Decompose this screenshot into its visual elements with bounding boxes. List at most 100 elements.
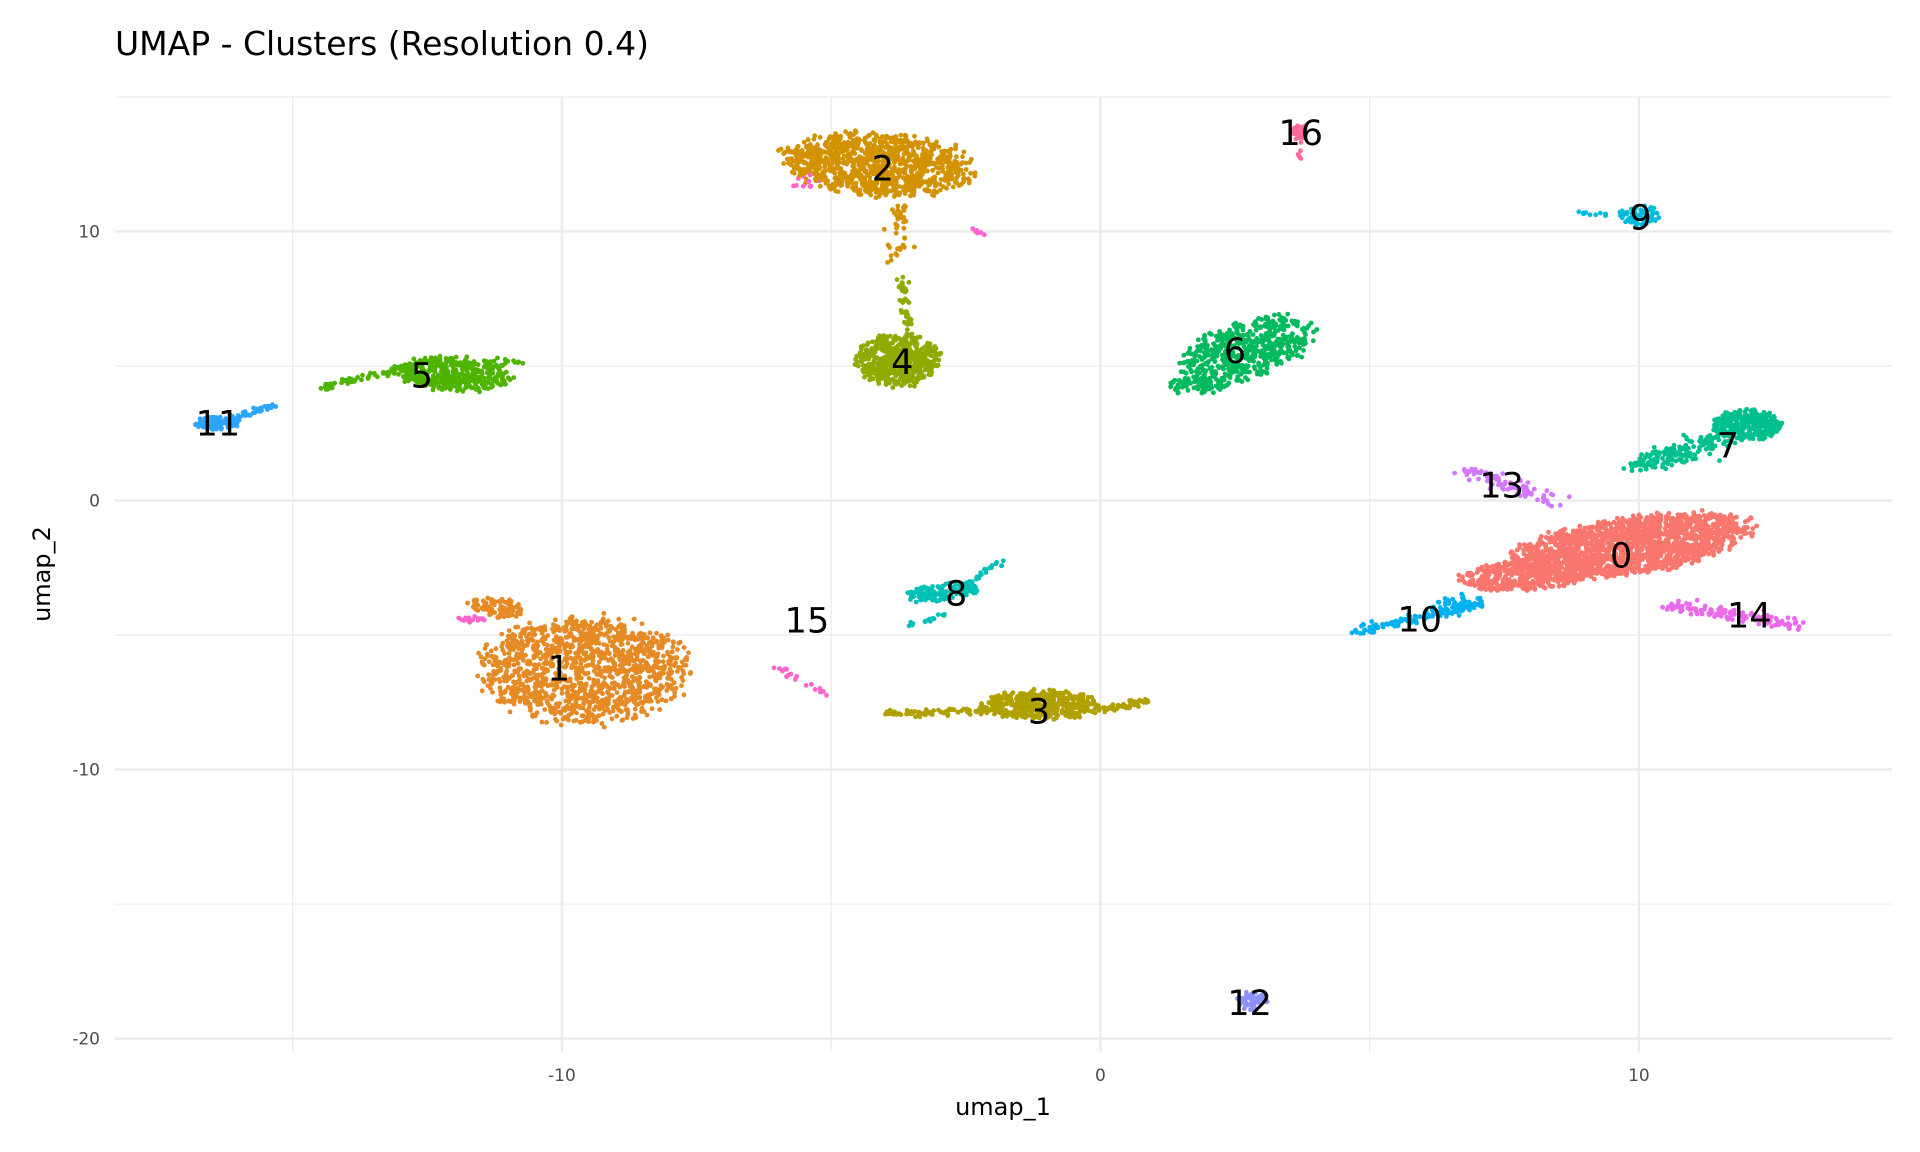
cell-point-cluster-1: [657, 707, 663, 712]
cell-point-cluster-4: [912, 383, 917, 389]
cell-point-cluster-3: [955, 709, 961, 715]
cell-point-cluster-5: [511, 375, 517, 380]
cell-point-cluster-6: [1273, 323, 1279, 329]
cell-point-cluster-1: [681, 645, 687, 650]
cell-point-cluster-14: [1702, 603, 1708, 609]
cell-point-cluster-6: [1263, 316, 1269, 322]
cell-point-cluster-6: [1259, 368, 1265, 374]
cell-point-cluster-1: [637, 695, 643, 700]
cell-point-cluster-2: [819, 177, 825, 183]
cell-point-cluster-2: [912, 133, 917, 139]
cell-point-cluster-13: [1557, 502, 1563, 508]
cell-point-cluster-1: [545, 633, 551, 638]
cell-point-cluster-5: [359, 377, 364, 383]
cell-point-cluster-1: [586, 675, 592, 681]
cell-point-cluster-0: [1639, 545, 1644, 551]
cell-point-cluster-1: [526, 661, 532, 667]
cell-point-cluster-1: [607, 638, 613, 644]
cell-point-cluster-1: [499, 631, 505, 637]
cell-point-cluster-1: [539, 719, 545, 725]
cell-point-cluster-1: [516, 673, 522, 679]
cell-point-cluster-4: [907, 383, 913, 389]
cell-point-cluster-1: [544, 720, 549, 725]
cell-point-cluster-6: [1209, 365, 1215, 370]
cell-point-cluster-8: [930, 584, 935, 589]
cell-point-cluster-1: [681, 692, 687, 698]
cell-point-cluster-2: [908, 163, 914, 169]
cell-point-cluster-3: [1127, 698, 1132, 704]
cell-point-cluster-7: [1660, 464, 1665, 470]
cell-point-cluster-15: [973, 228, 978, 234]
cell-point-cluster-6: [1243, 375, 1248, 380]
cell-point-cluster-13: [1531, 486, 1537, 492]
cell-point-cluster-2: [778, 146, 784, 152]
cell-point-cluster-14: [1773, 622, 1778, 628]
cell-point-cluster-15: [777, 666, 782, 671]
cell-point-cluster-2: [795, 144, 801, 149]
cell-point-cluster-1: [660, 659, 666, 665]
cell-point-cluster-7: [1706, 445, 1711, 451]
cell-point-cluster-1: [686, 650, 691, 656]
cell-point-cluster-13: [1566, 494, 1572, 500]
points: [193, 123, 1806, 1013]
cell-point-cluster-4: [932, 344, 938, 349]
cell-point-cluster-3: [1067, 692, 1073, 698]
cell-point-cluster-7: [1683, 442, 1689, 448]
cell-point-cluster-8: [983, 570, 989, 575]
cell-point-cluster-12: [1235, 996, 1240, 1002]
cell-point-cluster-0: [1696, 558, 1702, 564]
cell-point-cluster-1: [542, 707, 548, 712]
cell-point-cluster-15: [812, 687, 818, 692]
cell-point-cluster-2: [960, 154, 965, 160]
cell-point-cluster-1: [507, 709, 513, 715]
cell-point-cluster-1: [479, 688, 485, 694]
cell-point-cluster-15: [808, 681, 814, 687]
cell-point-cluster-1: [596, 713, 602, 718]
cell-point-cluster-1: [489, 601, 495, 606]
cell-point-cluster-2: [885, 242, 891, 248]
cell-point-cluster-1: [545, 701, 551, 706]
cell-point-cluster-1: [563, 634, 569, 640]
cell-point-cluster-4: [900, 274, 906, 280]
cell-point-cluster-14: [1694, 597, 1700, 603]
cell-point-cluster-8: [913, 599, 919, 605]
cell-point-cluster-1: [674, 669, 680, 674]
cell-point-cluster-1: [573, 699, 579, 705]
cell-point-cluster-6: [1277, 336, 1283, 342]
cell-point-cluster-6: [1280, 341, 1286, 347]
cell-point-cluster-8: [936, 612, 941, 617]
cell-point-cluster-0: [1483, 587, 1489, 592]
cell-point-cluster-2: [821, 149, 826, 154]
cell-point-cluster-1: [483, 642, 489, 648]
cell-point-cluster-6: [1271, 333, 1277, 338]
cell-point-cluster-1: [593, 640, 599, 646]
cell-point-cluster-1: [625, 640, 631, 646]
cell-point-cluster-1: [515, 624, 521, 630]
cell-point-cluster-7: [1629, 468, 1635, 474]
cell-point-cluster-9: [1629, 211, 1635, 217]
cell-point-cluster-13: [1452, 470, 1457, 476]
cell-point-cluster-2: [912, 244, 917, 250]
cell-point-cluster-14: [1699, 607, 1705, 613]
cell-point-cluster-1: [616, 697, 621, 702]
cell-point-cluster-16: [1298, 140, 1304, 145]
chart-title: UMAP - Clusters (Resolution 0.4): [115, 24, 649, 63]
cell-point-cluster-2: [895, 203, 901, 209]
cell-point-cluster-15: [788, 671, 794, 677]
cell-point-cluster-1: [488, 648, 494, 654]
cell-point-cluster-1: [624, 715, 630, 721]
cell-point-cluster-2: [822, 164, 828, 170]
cell-point-cluster-11: [273, 404, 279, 409]
cell-point-cluster-4: [906, 279, 912, 285]
cell-point-cluster-1: [571, 718, 577, 724]
cell-point-cluster-2: [968, 156, 974, 162]
cell-point-cluster-1: [640, 658, 645, 664]
cell-point-cluster-1: [511, 679, 516, 685]
cell-point-cluster-1: [553, 617, 558, 623]
cell-point-cluster-0: [1577, 523, 1583, 529]
cell-point-cluster-1: [497, 600, 503, 605]
cell-point-cluster-2: [867, 132, 872, 138]
cell-point-cluster-2: [901, 225, 907, 231]
cell-point-cluster-1: [626, 680, 631, 686]
cell-point-cluster-15: [794, 674, 800, 679]
